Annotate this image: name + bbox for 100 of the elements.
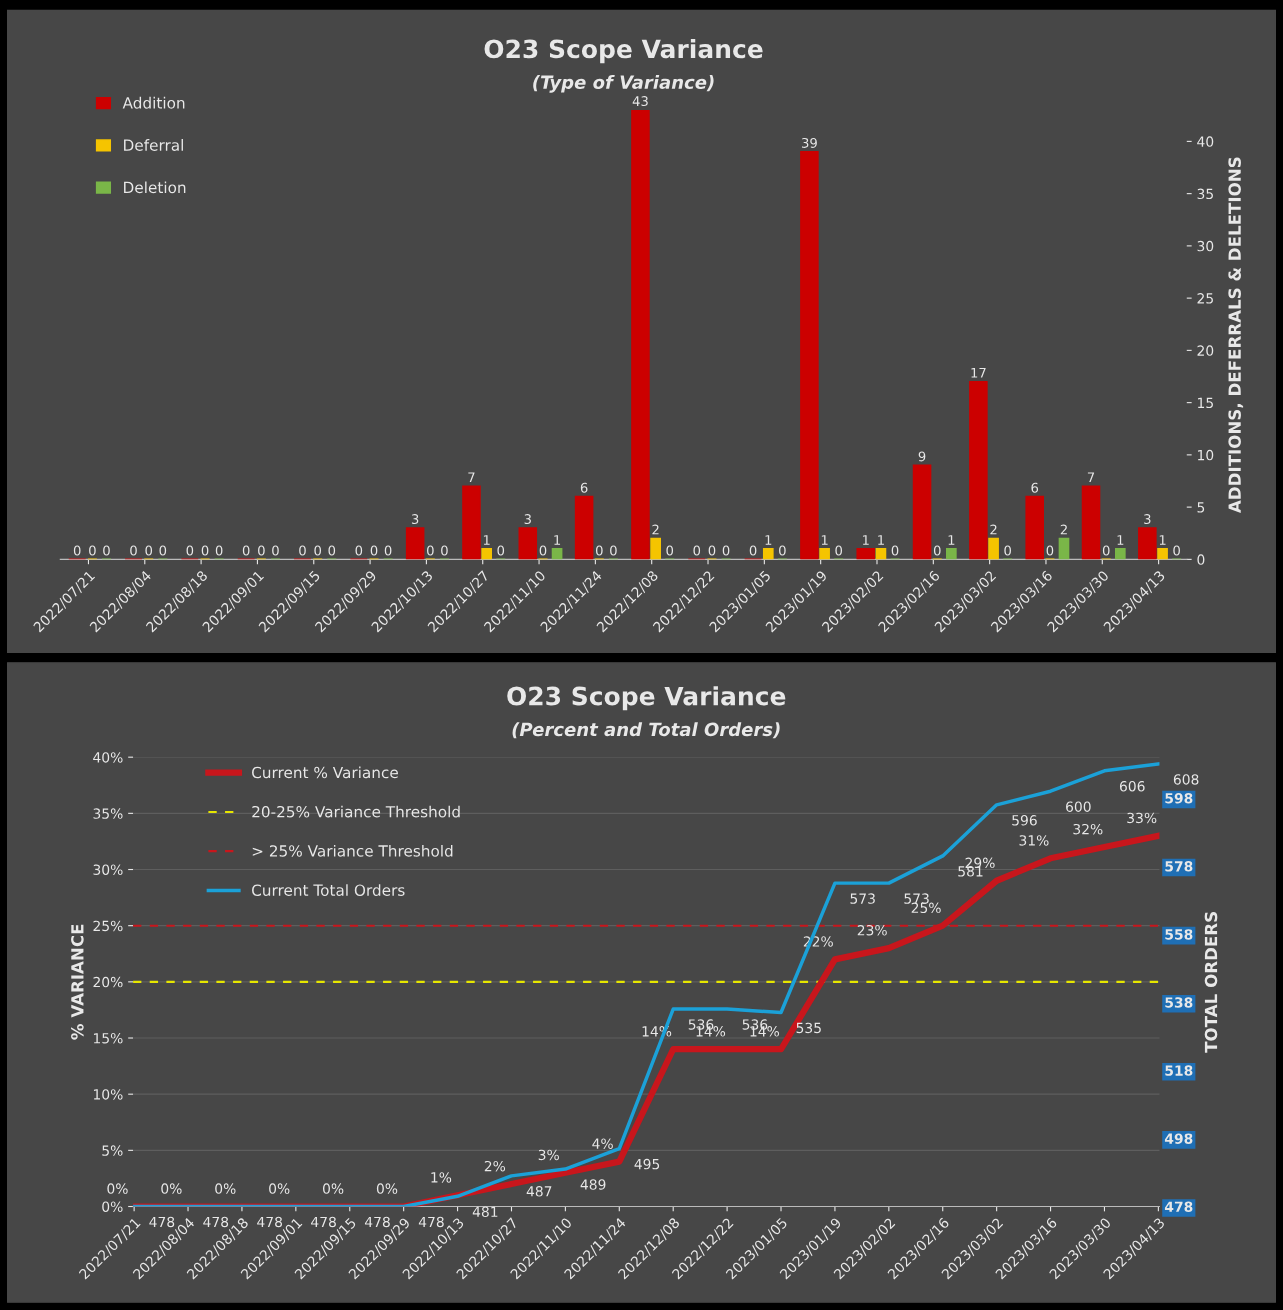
data-label: 581 [958,866,983,877]
chart-subtitle: (Type of Variance) [533,75,714,93]
data-label: 0 [258,545,265,556]
y-tick-label: 15% [93,1032,123,1044]
data-label: 1 [948,535,955,545]
y2-tick-label: 478 [1164,1201,1193,1212]
data-label: 0 [779,545,786,556]
data-label: 0 [722,545,730,556]
y2-axis-title: TOTAL ORDERS [1204,912,1218,1053]
y2-tick-label: 578 [1165,861,1193,872]
data-label: 7 [468,472,475,483]
y-tick-label: 25 [1197,293,1213,304]
data-label: 1 [1159,535,1166,545]
y-tick-label: 30 [1197,240,1214,252]
data-label: 0 [130,545,137,556]
data-label: 3 [411,514,419,525]
y2-tick-label: 518 [1165,1065,1193,1076]
data-label: 0 [1046,545,1054,556]
data-label: 0 [1004,545,1011,556]
data-label: 0 [749,545,757,556]
data-label: 0 [242,545,250,556]
data-label: 31% [1019,835,1049,846]
y-axis-title: % VARIANCE [71,924,84,1040]
data-label: 25% [911,902,941,914]
data-label: 495 [634,1158,660,1170]
chart-title: O23 Scope Variance [507,686,786,711]
y-tick-label: 10 [1198,449,1214,461]
y-tick-label: 35% [93,808,123,819]
data-label: 0 [299,545,306,556]
y2-tick-label: 598 [1165,793,1193,804]
legend-label: Deletion [124,181,186,194]
data-label: 0 [610,545,617,556]
data-label: 0 [693,545,701,556]
y-tick-label: 10% [93,1089,123,1100]
y-tick-label: 20 [1197,345,1214,356]
data-label: 4% [592,1138,613,1149]
data-label: 3 [524,514,531,525]
data-label: 1% [431,1172,452,1183]
data-label: 6 [1031,482,1039,493]
data-label: 7 [1087,472,1095,483]
data-label: 0 [314,545,322,556]
data-label: 573 [904,893,929,904]
data-label: 2% [484,1160,506,1172]
data-label: 1 [765,535,772,545]
data-label: 0 [666,545,674,556]
data-label: 0 [933,545,941,556]
data-label: 481 [472,1206,498,1217]
legend-label: > 25% Variance Threshold [252,844,453,857]
data-label: 606 [1119,780,1145,792]
legend-label: Deferral [124,139,183,151]
data-label: 43 [632,96,648,107]
data-label: 596 [1012,815,1037,826]
data-label: 0 [539,545,547,556]
legend-label: Current % Variance [252,766,398,779]
data-label: 23% [857,925,887,936]
data-label: 0 [891,545,899,556]
data-label: 535 [796,1022,821,1034]
data-label: 1 [821,535,828,545]
data-label: 0 [384,545,392,556]
y2-tick-label: 498 [1164,1133,1193,1144]
data-label: 0 [370,545,378,556]
legend-label: 20-25% Variance Threshold [252,805,460,818]
y-tick-label: 40% [93,752,123,763]
data-label: 0 [835,545,843,556]
data-label: 0% [161,1183,182,1194]
data-label: 489 [580,1179,606,1190]
data-label: 3% [538,1149,559,1161]
data-label: 0 [1173,545,1180,556]
data-label: 0 [441,545,448,556]
data-label: 29% [965,857,995,869]
y-tick-label: 40 [1197,136,1214,147]
data-label: 1 [862,535,869,545]
data-label: 0 [73,545,81,556]
data-label: 600 [1066,801,1091,812]
y-tick-label: 20% [93,976,123,988]
y2-tick-label: 538 [1165,997,1193,1008]
data-label: 573 [850,893,875,904]
chart-title: O23 Scope Variance [484,38,763,64]
data-label: 1 [483,535,490,545]
data-label: 0 [595,545,603,556]
data-label: 0 [272,545,279,556]
data-label: 17 [971,367,986,378]
data-label: 2 [990,524,997,535]
y-tick-label: 5% [102,1145,123,1156]
data-label: 0 [427,545,434,556]
y2-tick-label: 558 [1165,929,1193,940]
data-label: 608 [1173,774,1199,785]
legend-label: Addition [122,96,185,109]
data-label: 487 [526,1186,552,1197]
chart-subtitle: (Percent and Total Orders) [512,722,780,739]
data-label: 39 [802,137,817,148]
data-label: 1 [878,535,884,545]
data-label: 0 [497,545,505,556]
data-label: 0 [186,545,194,556]
data-label: 9 [918,451,926,462]
data-label: 0 [355,545,363,556]
data-label: 0% [215,1183,236,1194]
data-label: 0 [145,545,153,556]
data-label: 0 [1102,545,1110,556]
data-label: 0 [328,545,336,556]
